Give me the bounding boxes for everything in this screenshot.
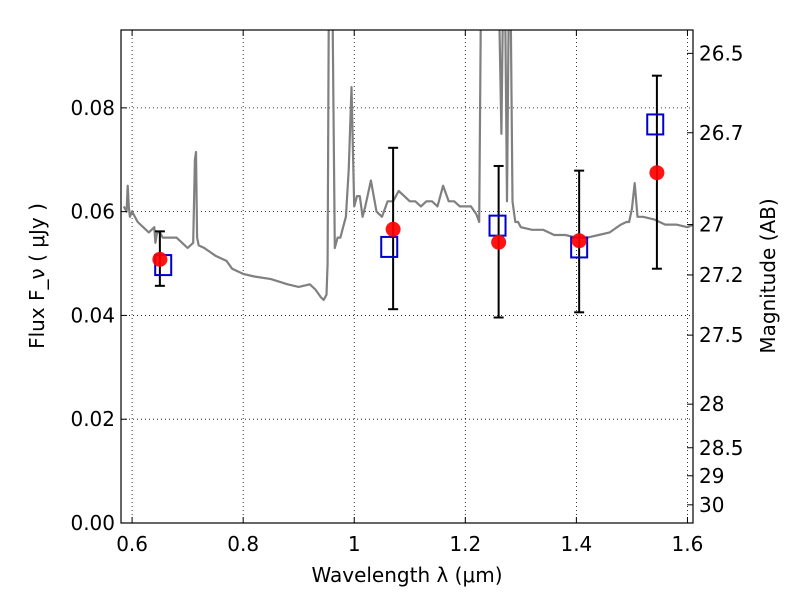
y2-tick-label: 30 [699, 493, 724, 517]
y2-tick-label: 26.5 [699, 41, 744, 65]
observed-point [152, 251, 168, 267]
y2-tick-label: 27.2 [699, 263, 744, 287]
x-tick-label: 1.2 [449, 532, 481, 556]
y2-axis-ticks: 26.5 26.7 27 27.2 27.5 28 28.5 29 30 [687, 41, 744, 517]
y-tick-label: 0.06 [70, 200, 115, 224]
y2-axis-title: Magnitude (AB) [756, 198, 780, 353]
spectrum-line [122, 30, 693, 301]
x-tick-label: 0.6 [116, 532, 148, 556]
y2-tick-label: 27.5 [699, 323, 744, 347]
observed-point [571, 233, 587, 249]
spectrum-layer [122, 30, 693, 301]
y-tick-label: 0.00 [70, 511, 115, 535]
model-square-point [380, 235, 399, 258]
plot-frame [120, 29, 694, 524]
x-axis-title: Wavelength λ (μm) [311, 563, 502, 587]
x-tick-label: 0.8 [227, 532, 259, 556]
y-axis-title: Flux F_ν ( μJy ) [25, 203, 49, 349]
observed-point [491, 234, 507, 250]
model-square-point [646, 113, 665, 136]
y2-tick-label: 28.5 [699, 436, 744, 460]
y2-tick-label: 28 [699, 392, 724, 416]
x-axis-ticks: 0.6 0.8 1 1.2 1.4 1.6 [116, 30, 703, 556]
y-tick-label: 0.04 [70, 303, 115, 327]
y-tick-label: 0.08 [70, 96, 115, 120]
x-tick-label: 1 [348, 532, 361, 556]
points-layer [152, 113, 665, 277]
y2-tick-label: 26.7 [699, 121, 744, 145]
y2-tick-label: 27 [699, 213, 724, 237]
x-tick-label: 1.4 [560, 532, 592, 556]
x-tick-label: 1.6 [672, 532, 704, 556]
y-axis-ticks: 0.00 0.02 0.04 0.06 0.08 [70, 96, 127, 535]
y2-tick-label: 29 [699, 464, 724, 488]
y-tick-label: 0.02 [70, 407, 115, 431]
observed-point [385, 221, 401, 237]
observed-point [649, 165, 665, 181]
